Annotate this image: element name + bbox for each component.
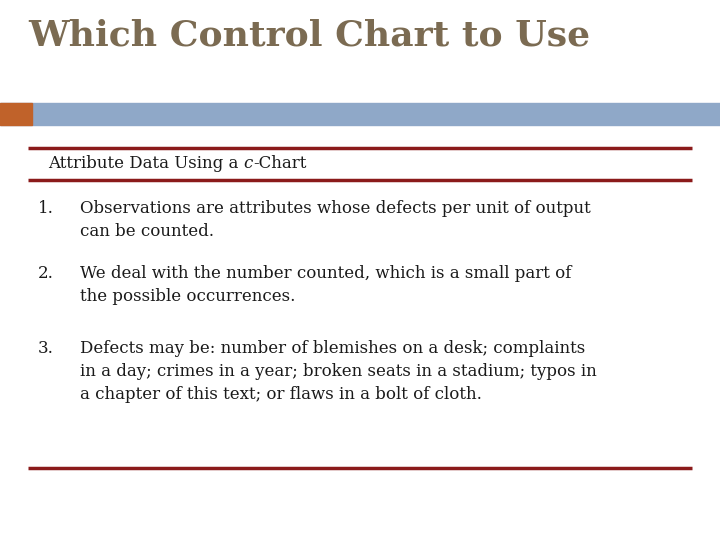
Text: Which Control Chart to Use: Which Control Chart to Use <box>28 18 590 52</box>
Text: 3.: 3. <box>38 340 54 357</box>
Text: We deal with the number counted, which is a small part of
the possible occurrenc: We deal with the number counted, which i… <box>80 265 572 305</box>
Text: Attribute Data Using a: Attribute Data Using a <box>48 155 243 172</box>
Text: 1.: 1. <box>38 200 54 217</box>
Text: c: c <box>243 155 253 172</box>
Text: -Chart: -Chart <box>253 155 306 172</box>
Text: 2.: 2. <box>38 265 54 282</box>
Bar <box>0 103 32 125</box>
Text: Defects may be: number of blemishes on a desk; complaints
in a day; crimes in a : Defects may be: number of blemishes on a… <box>80 340 597 403</box>
Bar <box>0 103 720 125</box>
Text: Observations are attributes whose defects per unit of output
can be counted.: Observations are attributes whose defect… <box>80 200 590 240</box>
